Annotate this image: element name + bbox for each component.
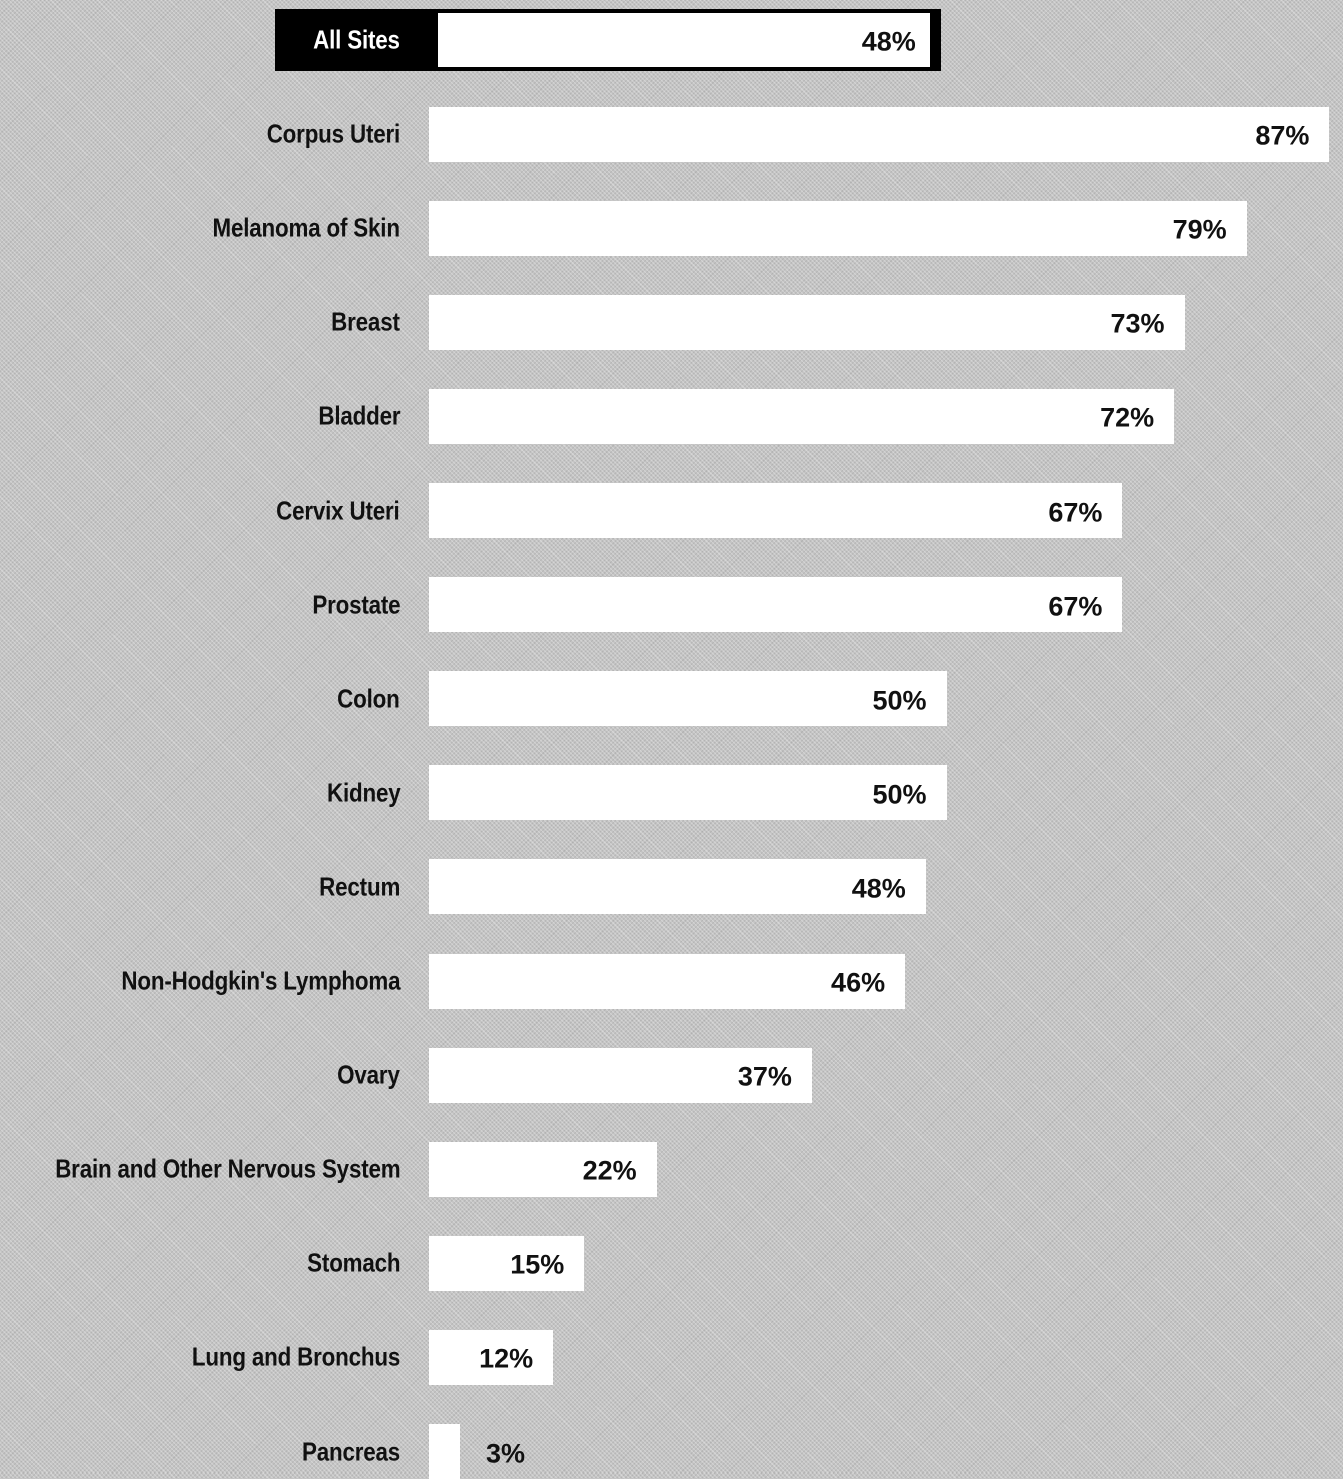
- category-label-colon: Colon: [337, 683, 401, 714]
- category-label-breast: Breast: [331, 306, 400, 337]
- bar-kidney: [429, 765, 947, 821]
- bar-rectum: [429, 859, 926, 915]
- value-label-rectum: 48%: [851, 873, 906, 904]
- bar-lung-and-bronchus: [429, 1329, 554, 1385]
- value-label-breast: 73%: [1110, 308, 1165, 339]
- value-label-stomach: 15%: [510, 1249, 565, 1280]
- bar-corpus-uteri: [429, 106, 1330, 162]
- bar-breast: [429, 294, 1185, 350]
- category-label-rectum: Rectum: [319, 871, 400, 902]
- bar-stomach: [429, 1235, 585, 1291]
- bar-melanoma-of-skin: [429, 200, 1247, 256]
- bar-bladder: [429, 388, 1175, 444]
- category-label-pancreas: Pancreas: [301, 1436, 400, 1466]
- category-label-bladder: Bladder: [317, 400, 400, 431]
- value-label-pancreas: 3%: [486, 1438, 526, 1468]
- category-label-cervix-uteri: Cervix Uteri: [276, 495, 401, 525]
- category-label-lung-and-bronchus: Lung and Bronchus: [191, 1341, 400, 1372]
- value-label-brain-and-other-nervous-system: 22%: [582, 1155, 637, 1186]
- bar-all-sites: [438, 13, 930, 67]
- value-label-non-hodgkin-s-lymphoma: 46%: [831, 967, 886, 998]
- category-label-all-sites: All Sites: [313, 24, 400, 55]
- category-label-ovary: Ovary: [337, 1059, 400, 1090]
- value-label-prostate: 67%: [1048, 591, 1103, 622]
- bar-colon: [429, 671, 947, 727]
- value-label-cervix-uteri: 67%: [1048, 497, 1103, 527]
- category-label-prostate: Prostate: [311, 589, 400, 620]
- category-label-brain-and-other-nervous-system: Brain and Other Nervous System: [54, 1153, 400, 1184]
- category-label-melanoma-of-skin: Melanoma of Skin: [212, 212, 401, 243]
- value-label-all-sites: 48%: [861, 26, 916, 57]
- bar-pancreas: [429, 1424, 461, 1479]
- bar-ovary: [429, 1047, 812, 1103]
- value-label-corpus-uteri: 87%: [1255, 120, 1310, 151]
- category-label-kidney: Kidney: [326, 777, 400, 808]
- bar-cervix-uteri: [429, 483, 1123, 538]
- value-label-lung-and-bronchus: 12%: [479, 1343, 534, 1374]
- value-label-ovary: 37%: [737, 1061, 792, 1092]
- bar-prostate: [429, 577, 1123, 633]
- value-label-kidney: 50%: [872, 779, 927, 810]
- category-label-corpus-uteri: Corpus Uteri: [266, 118, 401, 149]
- bar-non-hodgkin-s-lymphoma: [429, 953, 906, 1009]
- category-label-non-hodgkin-s-lymphoma: Non-Hodgkin's Lymphoma: [121, 965, 400, 996]
- category-label-stomach: Stomach: [306, 1247, 400, 1278]
- value-label-melanoma-of-skin: 79%: [1172, 214, 1227, 245]
- bar-brain-and-other-nervous-system: [429, 1141, 657, 1197]
- value-label-colon: 50%: [872, 685, 927, 716]
- value-label-bladder: 72%: [1100, 402, 1155, 433]
